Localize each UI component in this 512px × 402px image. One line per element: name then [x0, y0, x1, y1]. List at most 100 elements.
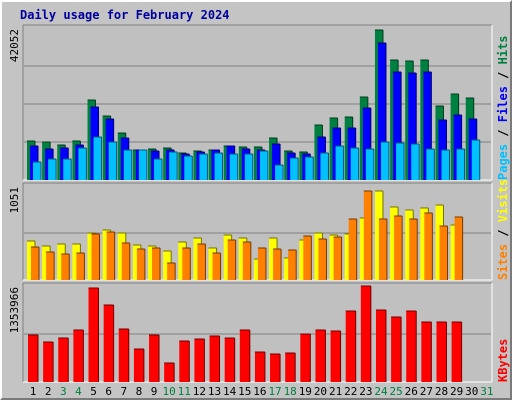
- sites-bar: [424, 213, 433, 280]
- day-label: 18: [284, 385, 297, 398]
- sites-bar: [454, 217, 463, 280]
- pages-bar: [275, 165, 284, 180]
- pages-bar: [471, 140, 480, 180]
- kbytes-bar: [88, 288, 99, 382]
- pages-bar: [350, 148, 359, 180]
- sites-bar: [378, 219, 387, 280]
- day-label: 13: [208, 385, 221, 398]
- day-label: 20: [314, 385, 327, 398]
- sites-bar: [136, 249, 145, 280]
- sites-bar: [348, 219, 357, 280]
- pages-bar: [426, 149, 435, 180]
- day-label: 8: [136, 385, 143, 398]
- kbytes-bar: [118, 329, 129, 382]
- pages-bar: [48, 159, 57, 180]
- pages-bar: [33, 162, 41, 180]
- kbytes-bar: [73, 330, 84, 382]
- kbytes-bar: [164, 363, 175, 382]
- sites-bar: [91, 234, 100, 280]
- sites-bar: [212, 253, 221, 280]
- pages-bar: [184, 156, 193, 180]
- kbytes-bar: [103, 305, 114, 382]
- day-label: 25: [389, 385, 402, 398]
- sites-bar: [288, 250, 297, 280]
- pages-bar: [335, 146, 344, 180]
- sites-bar: [303, 236, 312, 280]
- day-label: 11: [178, 385, 191, 398]
- pages-bar: [456, 149, 465, 180]
- kbytes-bar: [179, 341, 190, 382]
- day-label: 6: [105, 385, 112, 398]
- sites-bar: [242, 242, 251, 280]
- pages-bar: [244, 154, 253, 180]
- sites-bar: [394, 216, 403, 280]
- sites-bar: [167, 263, 176, 280]
- pages-bar: [154, 159, 163, 180]
- kbytes-bar: [375, 310, 386, 382]
- kbytes-bar: [451, 322, 462, 382]
- day-label: 27: [420, 385, 433, 398]
- kbytes-bar: [239, 330, 250, 382]
- pages-bar: [138, 150, 147, 180]
- day-label: 28: [435, 385, 448, 398]
- pages-bar: [78, 148, 87, 180]
- day-label: 24: [374, 385, 388, 398]
- kbytes-bar: [224, 338, 235, 382]
- day-label: 12: [193, 385, 206, 398]
- day-label: 31: [480, 385, 493, 398]
- kbytes-bar: [28, 335, 38, 382]
- sites-bar: [121, 243, 130, 280]
- day-label: 30: [465, 385, 478, 398]
- files-bar: [393, 72, 402, 180]
- legend-traffic: Pages / Files / Hits: [496, 35, 510, 180]
- files-bar: [362, 108, 371, 180]
- day-label: 4: [75, 385, 82, 398]
- chart-title: Daily usage for February 2024: [20, 8, 230, 22]
- sites-bar: [318, 239, 327, 280]
- sites-bar: [152, 248, 161, 280]
- kbytes-bar: [436, 322, 447, 382]
- pages-bar: [259, 151, 268, 180]
- kbytes-bar: [43, 342, 54, 382]
- sites-bar: [46, 252, 55, 280]
- legend-entry: Pages: [496, 144, 510, 180]
- pages-bar: [290, 158, 299, 180]
- pages-bar: [214, 153, 223, 180]
- legend-kbytes: KBytes: [496, 339, 510, 382]
- files-bar: [408, 73, 417, 180]
- sites-bar: [363, 191, 372, 280]
- day-label: 14: [223, 385, 237, 398]
- pages-bar: [199, 154, 208, 180]
- pages-bar: [305, 157, 314, 180]
- kbytes-bar: [133, 349, 144, 382]
- y-max-label: 1353966: [8, 287, 21, 333]
- day-label: 15: [238, 385, 251, 398]
- day-label: 2: [45, 385, 52, 398]
- pages-bar: [380, 142, 389, 180]
- day-label: 26: [405, 385, 418, 398]
- files-bar: [453, 115, 462, 180]
- legend-entry: /: [496, 222, 510, 244]
- sites-bar: [182, 248, 191, 280]
- day-label: 16: [253, 385, 266, 398]
- pages-bar: [396, 143, 405, 180]
- files-bar: [423, 72, 432, 180]
- day-label: 1: [30, 385, 37, 398]
- kbytes-bar: [360, 286, 371, 382]
- sites-bar: [106, 232, 115, 280]
- pages-bar: [63, 159, 72, 180]
- kbytes-bar: [58, 338, 69, 382]
- y-max-label: 1051: [8, 187, 21, 214]
- kbytes-bar: [270, 354, 281, 382]
- sites-bar: [409, 219, 418, 280]
- pages-bar: [108, 142, 117, 180]
- kbytes-bar: [254, 352, 265, 382]
- legend-entry: KBytes: [496, 339, 510, 382]
- kbytes-bar: [149, 335, 160, 382]
- day-label: 3: [60, 385, 67, 398]
- y-max-label: 42052: [8, 29, 21, 62]
- pages-bar: [169, 152, 178, 180]
- sites-bar: [197, 244, 206, 280]
